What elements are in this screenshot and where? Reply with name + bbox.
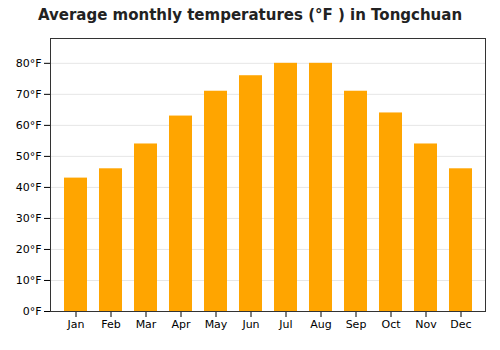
svg-text:40°F: 40°F <box>16 181 42 194</box>
svg-text:0°F: 0°F <box>23 305 42 318</box>
svg-text:10°F: 10°F <box>16 274 42 287</box>
svg-text:Oct: Oct <box>381 318 401 331</box>
svg-text:30°F: 30°F <box>16 212 42 225</box>
svg-text:Jun: Jun <box>241 318 259 331</box>
svg-text:Aug: Aug <box>310 318 331 331</box>
svg-text:Apr: Apr <box>171 318 191 331</box>
html-text:Average monthly temperatures (: Average monthly temperatures (°F ) in To… <box>37 6 463 24</box>
svg-text:70°F: 70°F <box>16 88 42 101</box>
svg-text:Dec: Dec <box>450 318 471 331</box>
svg-text:20°F: 20°F <box>16 243 42 256</box>
svg-text:Sep: Sep <box>346 318 367 331</box>
svg-text:Mar: Mar <box>136 318 157 331</box>
svg-text:May: May <box>205 318 228 331</box>
svg-text:Jul: Jul <box>278 318 292 331</box>
svg-text:60°F: 60°F <box>16 119 42 132</box>
svg-text:Feb: Feb <box>101 318 120 331</box>
svg-text:Jan: Jan <box>67 318 85 331</box>
svg-text:50°F: 50°F <box>16 150 42 163</box>
svg-text:80°F: 80°F <box>16 57 42 70</box>
svg-text:Nov: Nov <box>415 318 437 331</box>
